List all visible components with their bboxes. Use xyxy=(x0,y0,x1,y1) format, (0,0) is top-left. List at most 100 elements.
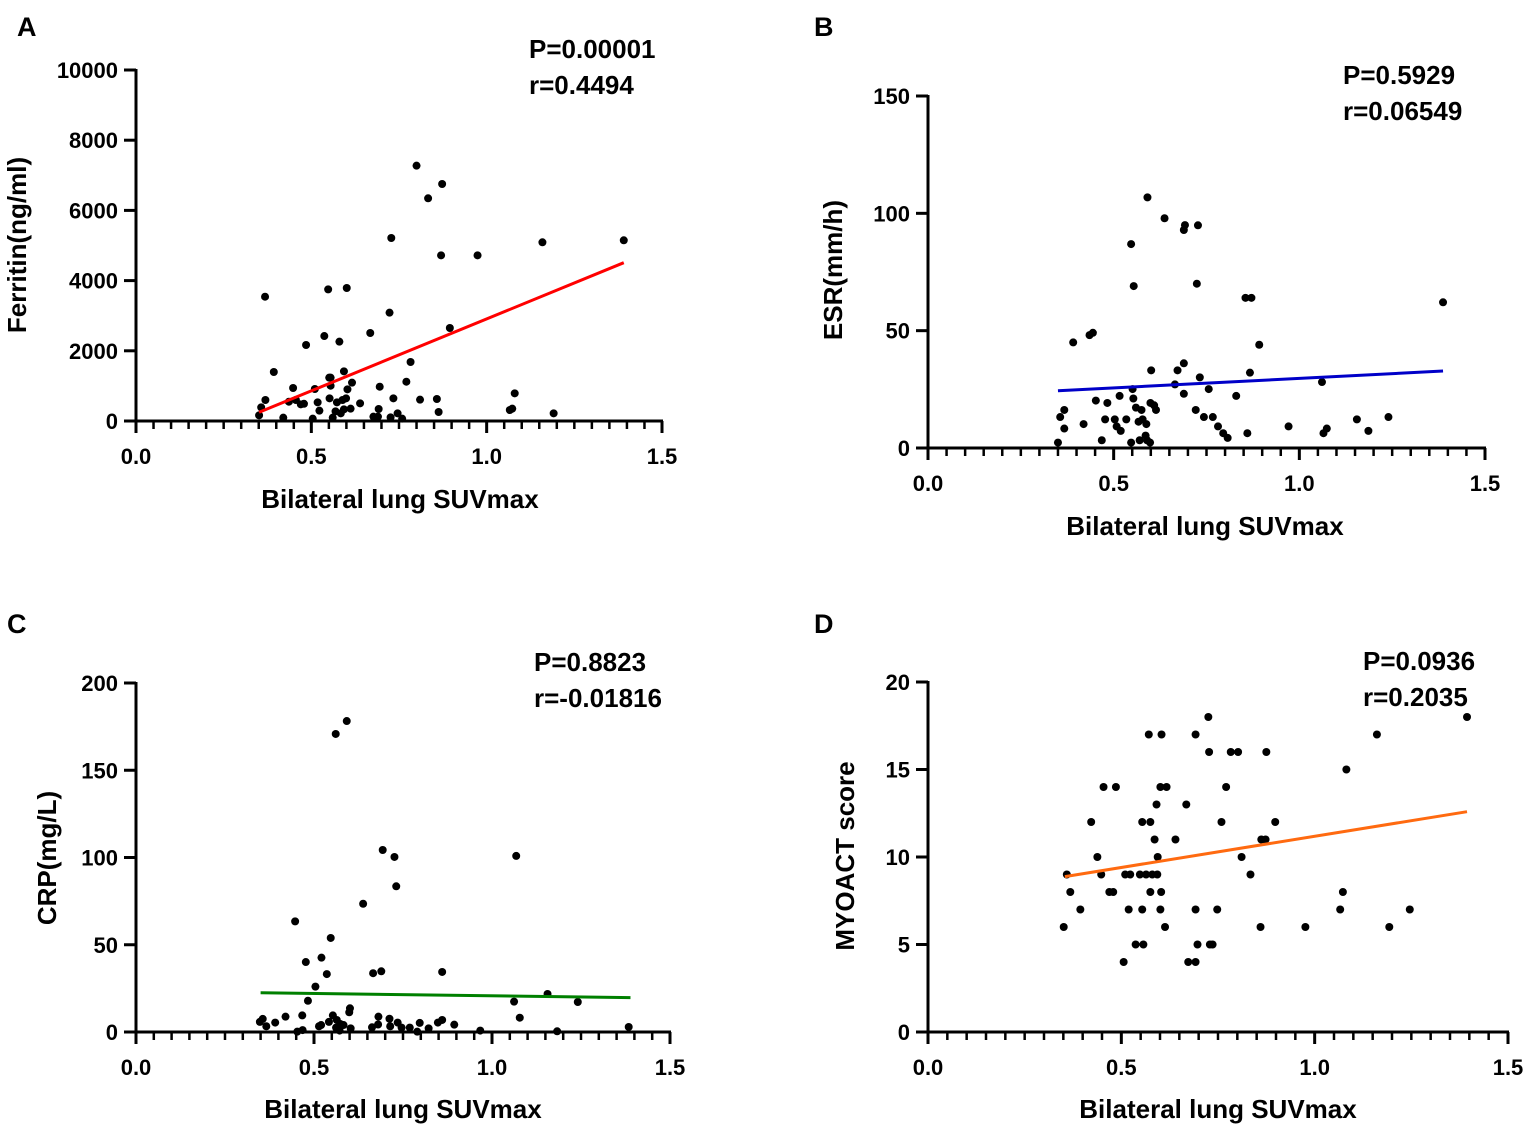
data-point xyxy=(1439,298,1448,307)
data-point xyxy=(473,251,482,260)
data-point xyxy=(510,389,519,398)
x-tick-label: 0.0 xyxy=(913,471,944,496)
x-tick-label: 0.5 xyxy=(1106,1055,1137,1080)
data-point xyxy=(390,852,399,861)
data-point xyxy=(1204,385,1213,394)
data-point xyxy=(437,251,446,260)
data-point xyxy=(1156,783,1165,791)
data-point xyxy=(1160,214,1169,223)
x-tick-label: 0.5 xyxy=(296,444,327,469)
data-point xyxy=(413,1027,422,1036)
data-point xyxy=(308,414,317,423)
data-point xyxy=(1261,835,1270,844)
data-point xyxy=(1179,359,1188,368)
x-tick-label: 0.0 xyxy=(913,1055,944,1080)
data-point xyxy=(1079,420,1088,429)
data-point xyxy=(335,1026,344,1035)
data-point xyxy=(1156,905,1165,914)
data-point xyxy=(553,1027,562,1036)
data-point xyxy=(445,323,454,332)
x-tick-label: 1.0 xyxy=(477,1055,508,1080)
data-point xyxy=(1195,373,1204,382)
stat-text: r=0.4494 xyxy=(529,70,634,100)
data-point xyxy=(1213,905,1222,914)
y-tick-label: 10000 xyxy=(57,58,118,83)
panel-c: C P=0.8823 r=-0.01816 0.0 0.5 1.0 1.5 0 50 100 150… xyxy=(7,609,685,1124)
data-point xyxy=(424,194,433,203)
data-point xyxy=(1463,713,1472,721)
data-point xyxy=(1135,870,1144,879)
regression-line xyxy=(258,261,625,414)
data-point xyxy=(1147,366,1156,375)
data-point xyxy=(385,1014,394,1023)
data-point xyxy=(386,413,395,422)
data-point xyxy=(1087,818,1096,826)
data-point xyxy=(1256,923,1265,931)
data-point xyxy=(346,404,355,413)
data-point xyxy=(1208,940,1217,949)
data-point xyxy=(345,1008,354,1017)
y-tick-label: 200 xyxy=(81,671,118,696)
data-point xyxy=(1384,413,1393,422)
data-point xyxy=(368,1023,377,1032)
data-point xyxy=(406,357,415,366)
data-point xyxy=(1053,438,1062,447)
data-point xyxy=(1241,293,1250,302)
data-point xyxy=(339,405,348,414)
data-point xyxy=(1161,923,1170,931)
data-point xyxy=(313,398,322,407)
data-point xyxy=(389,394,398,403)
y-tick-label: 0 xyxy=(898,436,910,461)
data-point xyxy=(339,367,348,376)
y-tick-label: 15 xyxy=(886,758,910,783)
data-point xyxy=(1138,818,1147,826)
x-axis-label: Bilateral lung SUVmax xyxy=(261,484,539,514)
data-point xyxy=(1076,905,1085,914)
data-point xyxy=(1193,221,1202,230)
data-point xyxy=(342,717,351,726)
data-point xyxy=(1144,730,1153,739)
data-point xyxy=(1146,438,1155,447)
data-point xyxy=(293,1027,302,1036)
data-point xyxy=(271,1018,280,1027)
data-point xyxy=(1342,765,1351,774)
data-point xyxy=(1284,422,1293,431)
data-point xyxy=(1262,748,1271,756)
data-point xyxy=(1193,940,1202,949)
data-point xyxy=(1115,391,1124,400)
data-point xyxy=(1173,366,1182,375)
y-tick-label: 50 xyxy=(886,319,910,344)
data-point xyxy=(378,845,387,854)
data-point xyxy=(291,917,300,926)
data-point xyxy=(359,899,368,908)
data-point xyxy=(374,1020,383,1029)
data-point xyxy=(1385,923,1394,931)
data-point xyxy=(415,1018,424,1027)
data-point xyxy=(299,399,308,408)
x-tick-label: 1.0 xyxy=(471,444,502,469)
data-point xyxy=(1131,940,1140,949)
x-tick-label: 1.0 xyxy=(1284,471,1315,496)
data-point xyxy=(269,368,278,377)
data-point xyxy=(1222,783,1231,791)
data-point xyxy=(1127,438,1136,447)
data-point xyxy=(433,1018,442,1027)
data-point xyxy=(1208,413,1217,422)
data-point xyxy=(438,967,447,976)
data-point xyxy=(1059,923,1068,931)
data-point xyxy=(1153,870,1162,879)
data-point xyxy=(476,1026,485,1035)
data-point xyxy=(412,161,421,170)
regression-line xyxy=(1064,810,1468,879)
data-point xyxy=(1151,405,1160,414)
data-point xyxy=(303,996,312,1005)
data-point xyxy=(322,970,331,979)
x-tick-label: 1.5 xyxy=(1493,1055,1524,1080)
data-point xyxy=(1146,888,1155,896)
panel-a: A P=0.00001 r=0.4494 0.0 0.5 1.0 1.5 0 2000 4000 6… xyxy=(2,12,677,514)
data-point xyxy=(377,967,386,976)
data-point xyxy=(392,882,401,891)
data-point xyxy=(432,394,441,403)
data-point xyxy=(1204,713,1213,721)
data-point xyxy=(1142,420,1151,429)
